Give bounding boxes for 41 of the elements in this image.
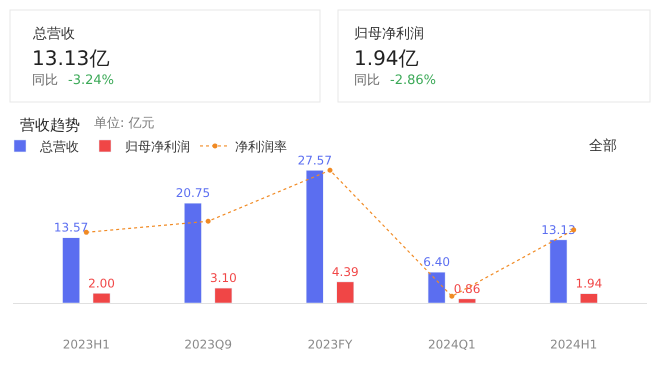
bar bbox=[580, 293, 598, 303]
x-tick-label: 2023FY bbox=[308, 337, 354, 352]
text: 全部 bbox=[589, 138, 617, 154]
data-label: 27.57 bbox=[298, 153, 332, 168]
chart-subtitle: 单位: 亿元 bbox=[94, 116, 155, 131]
text: 同比 bbox=[32, 73, 58, 88]
point bbox=[206, 218, 211, 224]
point bbox=[449, 294, 454, 299]
bar bbox=[458, 298, 476, 303]
data-label: 6.40 bbox=[423, 255, 450, 270]
x-tick-label: 2024Q1 bbox=[428, 337, 476, 352]
legend-label: 总营收 bbox=[39, 140, 79, 156]
data-label: 3.10 bbox=[210, 271, 237, 286]
data-label: 1.94 bbox=[576, 276, 602, 291]
bar bbox=[336, 282, 354, 303]
text: 13.13亿 bbox=[32, 46, 110, 70]
legend-label: 归母净利润 bbox=[125, 140, 190, 156]
legend-label: 净利润率 bbox=[235, 139, 287, 156]
bar bbox=[92, 293, 110, 303]
bar bbox=[184, 202, 202, 303]
bar bbox=[306, 170, 324, 303]
bar bbox=[214, 288, 232, 303]
data-label: 4.39 bbox=[332, 264, 359, 279]
data-label: 0.86 bbox=[454, 282, 480, 296]
text: 1.94亿 bbox=[354, 46, 419, 70]
data-label: 13.57 bbox=[54, 220, 88, 235]
text: -3.24% bbox=[68, 73, 114, 88]
chart-title: 营收趋势 bbox=[20, 116, 80, 134]
x-tick-label: 2023Q9 bbox=[184, 337, 232, 352]
text: 归母净利润 bbox=[354, 26, 424, 42]
text: 同比 bbox=[354, 73, 380, 88]
x-tick-label: 2024H1 bbox=[550, 337, 598, 352]
point bbox=[328, 168, 332, 173]
bar bbox=[62, 237, 80, 303]
bar bbox=[428, 272, 446, 303]
text: -2.86% bbox=[390, 73, 436, 88]
data-label: 2.00 bbox=[88, 276, 115, 290]
data-label: 20.75 bbox=[176, 186, 210, 200]
x-tick-label: 2023H1 bbox=[62, 337, 110, 352]
text: 总营收 bbox=[32, 26, 75, 42]
bar bbox=[550, 240, 568, 303]
